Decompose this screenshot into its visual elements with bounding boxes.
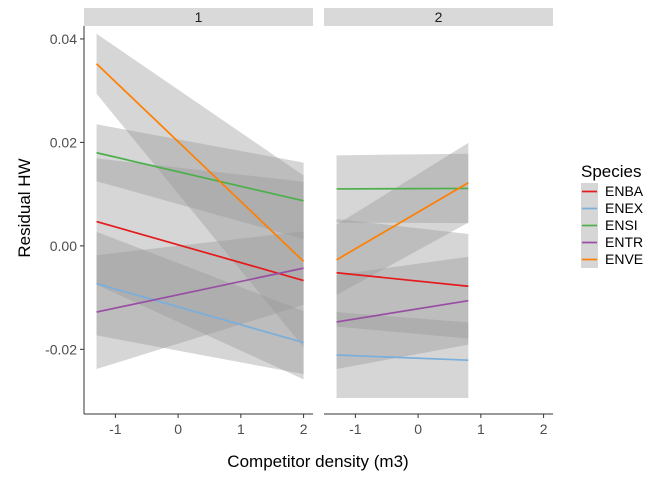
line-1-enex xyxy=(96,282,304,344)
ribbon-2-entr xyxy=(336,256,469,369)
line-1-enve xyxy=(95,63,305,263)
y-tick-label: 0.02 xyxy=(50,134,77,150)
line-1-enba xyxy=(96,220,304,282)
line-2-enex xyxy=(336,354,469,362)
x-tick-label: 0 xyxy=(414,421,422,437)
line-2-enve xyxy=(336,182,469,261)
x-tick-label: 0 xyxy=(174,421,182,437)
x-tick-label: 1 xyxy=(237,421,245,437)
panel-1: 1 xyxy=(84,8,313,415)
ribbon-1-enex xyxy=(96,231,304,375)
ribbon-2-enex xyxy=(336,312,469,398)
legend-label-ensi: ENSI xyxy=(605,217,638,233)
y-tick-label: -0.02 xyxy=(45,341,77,357)
strip-label-1: 1 xyxy=(195,9,203,25)
panel-2: 2 xyxy=(324,8,553,415)
x-axis: -1 0 1 2 -1 0 1 2 xyxy=(109,414,548,437)
legend-title: Species xyxy=(581,162,641,181)
line-2-ensi xyxy=(336,187,469,190)
x-tick-label: 2 xyxy=(540,421,548,437)
x-axis-title: Competitor density (m3) xyxy=(227,452,408,471)
x-tick-label: 1 xyxy=(477,421,485,437)
line-2-entr xyxy=(336,299,469,323)
x-tick-label: -1 xyxy=(109,421,122,437)
line-1-entr xyxy=(96,267,304,313)
ribbon-2-enve xyxy=(336,142,469,296)
y-axis-title: Residual HW xyxy=(15,158,34,257)
legend-label-enve: ENVE xyxy=(605,251,643,267)
line-2-enba xyxy=(336,271,469,288)
x-tick-label: -1 xyxy=(349,421,362,437)
legend-label-entr: ENTR xyxy=(605,234,643,250)
strip-label-2: 2 xyxy=(435,9,443,25)
x-tick-label: 2 xyxy=(300,421,308,437)
strip-2 xyxy=(324,8,553,26)
y-tick-label: 0.00 xyxy=(50,238,77,254)
y-axis: -0.02 0.00 0.02 0.04 xyxy=(45,26,85,414)
ribbon-1-ensi xyxy=(96,124,304,240)
strip-1 xyxy=(84,8,313,26)
legend-label-enex: ENEX xyxy=(605,200,644,216)
line-1-ensi xyxy=(96,151,304,202)
legend-label-enba: ENBA xyxy=(605,183,644,199)
y-tick-label: 0.04 xyxy=(50,31,77,47)
ribbon-1-enba xyxy=(96,158,304,380)
